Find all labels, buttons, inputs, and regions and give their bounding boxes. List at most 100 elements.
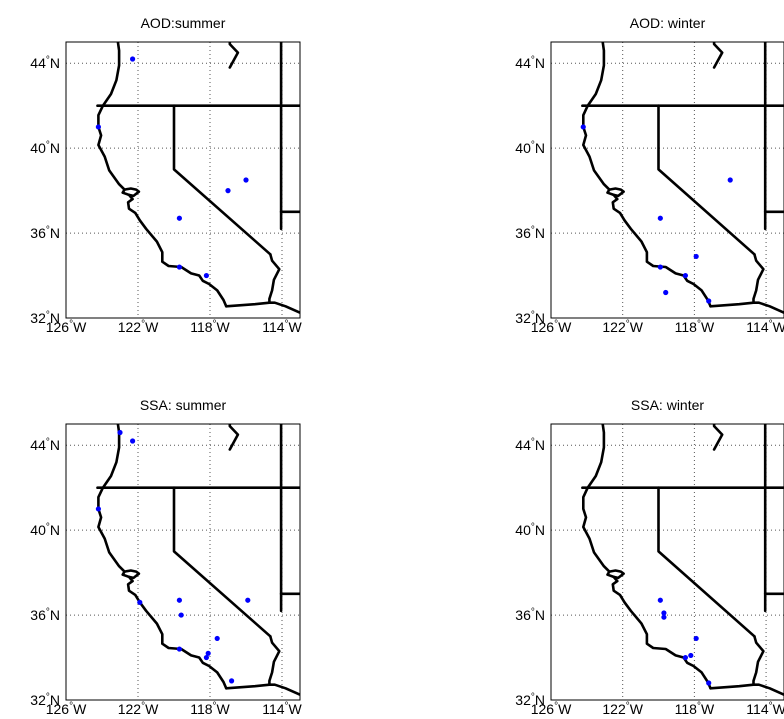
map-frame <box>65 423 301 701</box>
lat-tick-label: 32°N <box>30 692 60 708</box>
az-border <box>752 253 784 314</box>
bay-outline <box>123 569 141 580</box>
lon-tick-label: 118°W <box>190 701 230 717</box>
site-point <box>663 289 669 296</box>
lon-tick-label: 126°W <box>531 319 572 335</box>
site-point <box>225 188 231 194</box>
site-point <box>130 438 136 444</box>
az-border <box>268 635 300 696</box>
mexico-border <box>224 683 271 690</box>
coastline <box>97 42 228 308</box>
lat-tick-label: 32°N <box>515 310 545 326</box>
site-point <box>176 646 182 652</box>
lat-tick-label: 44°N <box>30 55 60 71</box>
lon-tick-label: 114°W <box>746 701 784 717</box>
ca-nv-border <box>172 104 272 256</box>
graticule <box>66 42 300 318</box>
lat-tick-label: 40°N <box>515 140 545 156</box>
map-panel: AOD:summer 32°N 36°N 40°N 44°N 126°W 122°W 118°… <box>30 15 302 335</box>
ca-nv-border <box>657 104 756 256</box>
lon-tick-label: 114°W <box>746 319 784 335</box>
lat-tick-label: 40°N <box>515 522 545 538</box>
site-point <box>688 652 694 659</box>
site-point <box>117 429 123 436</box>
lat-tick-label: 40°N <box>30 522 60 538</box>
map-frame <box>550 41 784 319</box>
graticule <box>551 424 784 700</box>
base-map-borders <box>96 42 300 314</box>
site-point <box>657 264 663 270</box>
az-border <box>752 635 784 696</box>
lat-tick-label: 40°N <box>30 140 60 156</box>
mexico-border <box>224 301 271 308</box>
mexico-border <box>709 301 755 308</box>
site-point <box>727 177 733 183</box>
site-point <box>661 614 667 620</box>
site-point <box>657 215 663 221</box>
site-markers <box>657 597 712 686</box>
bay-outline <box>123 187 141 198</box>
graticule <box>551 42 784 318</box>
lon-tick-label: 122°W <box>118 319 159 335</box>
site-markers <box>580 124 733 304</box>
lat-tick-label: 36°N <box>515 225 545 241</box>
coastline <box>582 424 712 690</box>
ca-nv-border <box>172 486 272 638</box>
site-point <box>95 506 101 512</box>
lat-tick-label: 32°N <box>515 692 545 708</box>
site-point <box>682 654 689 661</box>
site-point <box>137 599 143 605</box>
map-panel: AOD: winter 32°N 36°N 40°N 44°N 126°W 122°W 118… <box>515 15 784 335</box>
site-point <box>693 253 699 260</box>
lon-tick-label: 126°W <box>46 319 87 335</box>
site-point <box>178 612 184 618</box>
or-id-border <box>228 424 240 451</box>
lon-tick-label: 114°W <box>262 701 302 717</box>
lon-tick-label: 122°W <box>602 701 643 717</box>
lon-tick-label: 114°W <box>262 319 302 335</box>
lat-tick-label: 32°N <box>30 310 60 326</box>
lat-tick-label: 44°N <box>30 437 60 453</box>
or-id-border <box>712 42 724 69</box>
map-panel: SSA: winter 32°N 36°N 40°N 44°N 126°W 122°W 118… <box>515 397 784 717</box>
lon-tick-label: 126°W <box>46 701 87 717</box>
site-point <box>243 177 249 183</box>
site-point <box>706 298 712 304</box>
map-frame <box>550 423 784 701</box>
lat-tick-label: 44°N <box>515 437 545 453</box>
map-background <box>551 424 784 700</box>
map-frame <box>65 41 301 319</box>
site-point <box>682 272 689 279</box>
site-markers <box>95 429 251 684</box>
site-point <box>706 680 712 686</box>
site-point <box>176 597 182 603</box>
az-border <box>268 253 300 314</box>
site-point <box>693 635 699 642</box>
mexico-border <box>709 683 755 690</box>
site-markers <box>95 56 249 279</box>
site-point <box>203 654 209 661</box>
site-point <box>580 124 586 130</box>
site-point <box>176 264 182 270</box>
map-background <box>66 424 300 700</box>
lat-tick-label: 44°N <box>515 55 545 71</box>
bay-outline <box>608 187 625 198</box>
lat-tick-label: 36°N <box>515 607 545 623</box>
site-point <box>661 610 667 616</box>
site-point <box>130 56 136 62</box>
lon-tick-label: 122°W <box>118 701 159 717</box>
map-panel: SSA: summer 32°N 36°N 40°N 44°N 126°W 122°W 118… <box>30 397 302 717</box>
lon-tick-label: 118°W <box>190 319 230 335</box>
or-id-border <box>712 424 724 451</box>
site-point <box>205 650 211 656</box>
base-map-borders <box>96 424 300 696</box>
or-id-border <box>228 42 240 69</box>
lon-tick-label: 122°W <box>602 319 643 335</box>
panel-title: SSA: summer <box>140 397 227 413</box>
site-point <box>203 272 209 279</box>
coastline <box>97 424 228 690</box>
panel-title: SSA: winter <box>631 397 704 413</box>
map-background <box>551 42 784 318</box>
lat-tick-label: 36°N <box>30 225 60 241</box>
